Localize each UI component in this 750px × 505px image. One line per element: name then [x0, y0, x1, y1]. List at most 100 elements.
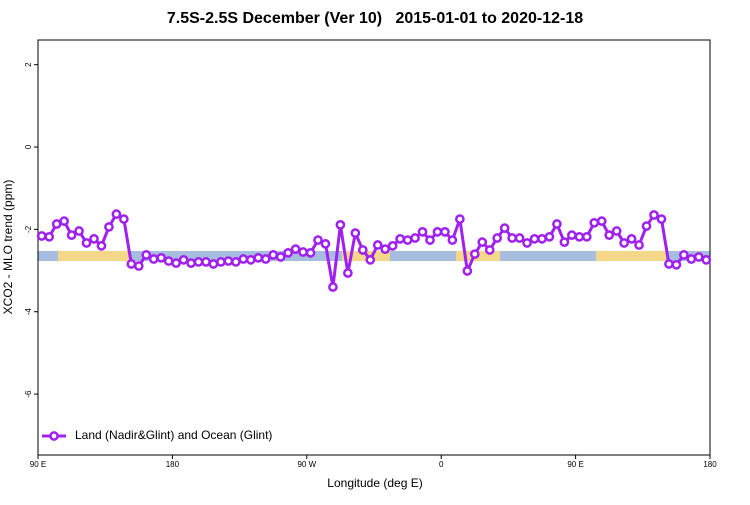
point	[611, 226, 622, 236]
point	[74, 226, 84, 236]
point	[328, 282, 338, 292]
point	[686, 254, 697, 264]
legend-marker	[49, 431, 59, 441]
point	[216, 257, 226, 267]
point	[537, 234, 547, 244]
point	[634, 240, 644, 250]
point	[96, 241, 107, 251]
point	[641, 221, 652, 231]
point	[417, 227, 428, 237]
point	[350, 228, 361, 238]
plot-frame	[37, 39, 711, 456]
point	[275, 252, 286, 262]
point	[492, 233, 503, 243]
point	[44, 231, 55, 242]
point	[499, 223, 510, 233]
point	[365, 255, 376, 265]
point	[469, 249, 480, 259]
point	[111, 209, 122, 220]
point	[432, 227, 443, 237]
point	[402, 235, 413, 245]
x-tick-label: 90 W	[297, 460, 316, 469]
y-tick-label: -6	[24, 390, 33, 398]
point	[604, 230, 615, 240]
point	[484, 245, 495, 255]
point	[141, 250, 152, 260]
point	[387, 241, 398, 251]
point	[156, 252, 167, 263]
point	[223, 256, 234, 266]
point	[664, 259, 674, 269]
point	[193, 257, 204, 267]
point	[89, 234, 99, 244]
point	[462, 266, 473, 276]
point	[283, 248, 293, 258]
point	[649, 210, 659, 220]
point	[522, 238, 532, 248]
point	[507, 233, 517, 243]
point	[574, 231, 585, 242]
point	[290, 244, 301, 254]
point	[559, 237, 570, 247]
point	[395, 234, 405, 244]
point	[186, 258, 196, 268]
x-tick-label: 180	[166, 460, 180, 469]
point	[335, 220, 346, 230]
point	[701, 255, 712, 265]
x-tick-label: 180	[703, 460, 717, 469]
point	[589, 217, 600, 228]
point	[238, 254, 249, 264]
legend-label: Land (Nadir&Glint) and Ocean (Glint)	[75, 428, 272, 442]
chart-title: 7.5S-2.5S December (Ver 10) 2015-01-01 t…	[167, 10, 583, 27]
point	[51, 219, 62, 229]
x-tick-label: 90 E	[567, 460, 583, 469]
point	[126, 259, 137, 269]
point	[455, 214, 465, 224]
point	[59, 216, 69, 227]
series-line	[41, 212, 707, 288]
land-band	[596, 251, 666, 261]
point	[66, 230, 77, 240]
point	[440, 227, 450, 237]
point	[529, 234, 540, 244]
y-tick-label: -4	[24, 308, 33, 316]
point	[567, 230, 577, 240]
point	[245, 255, 256, 265]
point	[171, 258, 181, 268]
x-tick-label: 0	[439, 460, 444, 469]
point	[477, 237, 488, 247]
point	[626, 234, 637, 244]
point	[201, 257, 211, 267]
y-tick-label: 2	[24, 62, 33, 67]
point	[596, 216, 607, 227]
point	[119, 214, 129, 224]
point	[305, 248, 316, 258]
point	[656, 214, 667, 224]
point	[148, 254, 159, 264]
x-axis-label: Longitude (deg E)	[327, 476, 422, 490]
point	[544, 231, 555, 242]
point	[679, 250, 689, 260]
point	[357, 245, 368, 255]
point	[619, 238, 629, 248]
point	[208, 259, 219, 269]
point	[343, 268, 353, 278]
point	[425, 235, 435, 245]
point	[298, 247, 308, 257]
point	[104, 222, 114, 232]
point	[260, 254, 271, 264]
point	[268, 250, 279, 260]
point	[693, 252, 704, 262]
y-tick-label: 0	[24, 144, 33, 149]
point	[81, 238, 92, 248]
point	[313, 235, 323, 245]
point	[163, 256, 174, 266]
point	[320, 238, 331, 249]
point	[133, 261, 144, 271]
point	[36, 231, 47, 241]
point	[178, 255, 189, 265]
point	[552, 219, 562, 229]
point	[380, 244, 391, 254]
land-band	[58, 251, 130, 261]
